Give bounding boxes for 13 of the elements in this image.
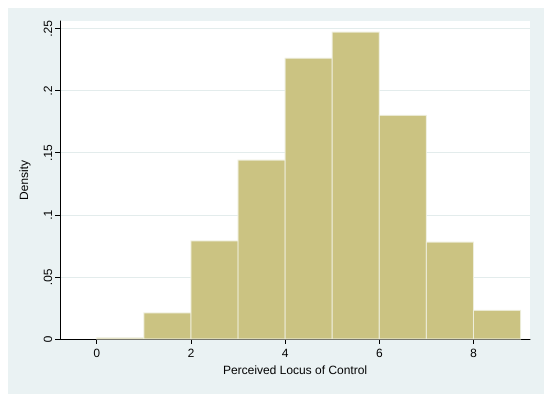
x-tick-label: 2	[188, 346, 195, 360]
y-tick-label: .1	[41, 209, 55, 220]
y-tick-label: .15	[41, 144, 55, 162]
x-tick-label: 4	[282, 346, 289, 360]
y-tick-label: .2	[41, 85, 55, 96]
x-tick-label: 6	[376, 346, 383, 360]
y-axis-title: Density	[17, 160, 31, 200]
x-tick-label: 8	[470, 346, 478, 360]
y-tick-label: 0	[41, 335, 55, 342]
y-tick-label: .05	[41, 268, 55, 286]
y-tick-label: .25	[41, 20, 55, 37]
x-axis-title: Perceived Locus of Control	[222, 362, 368, 377]
x-tick-label: 0	[93, 346, 100, 360]
